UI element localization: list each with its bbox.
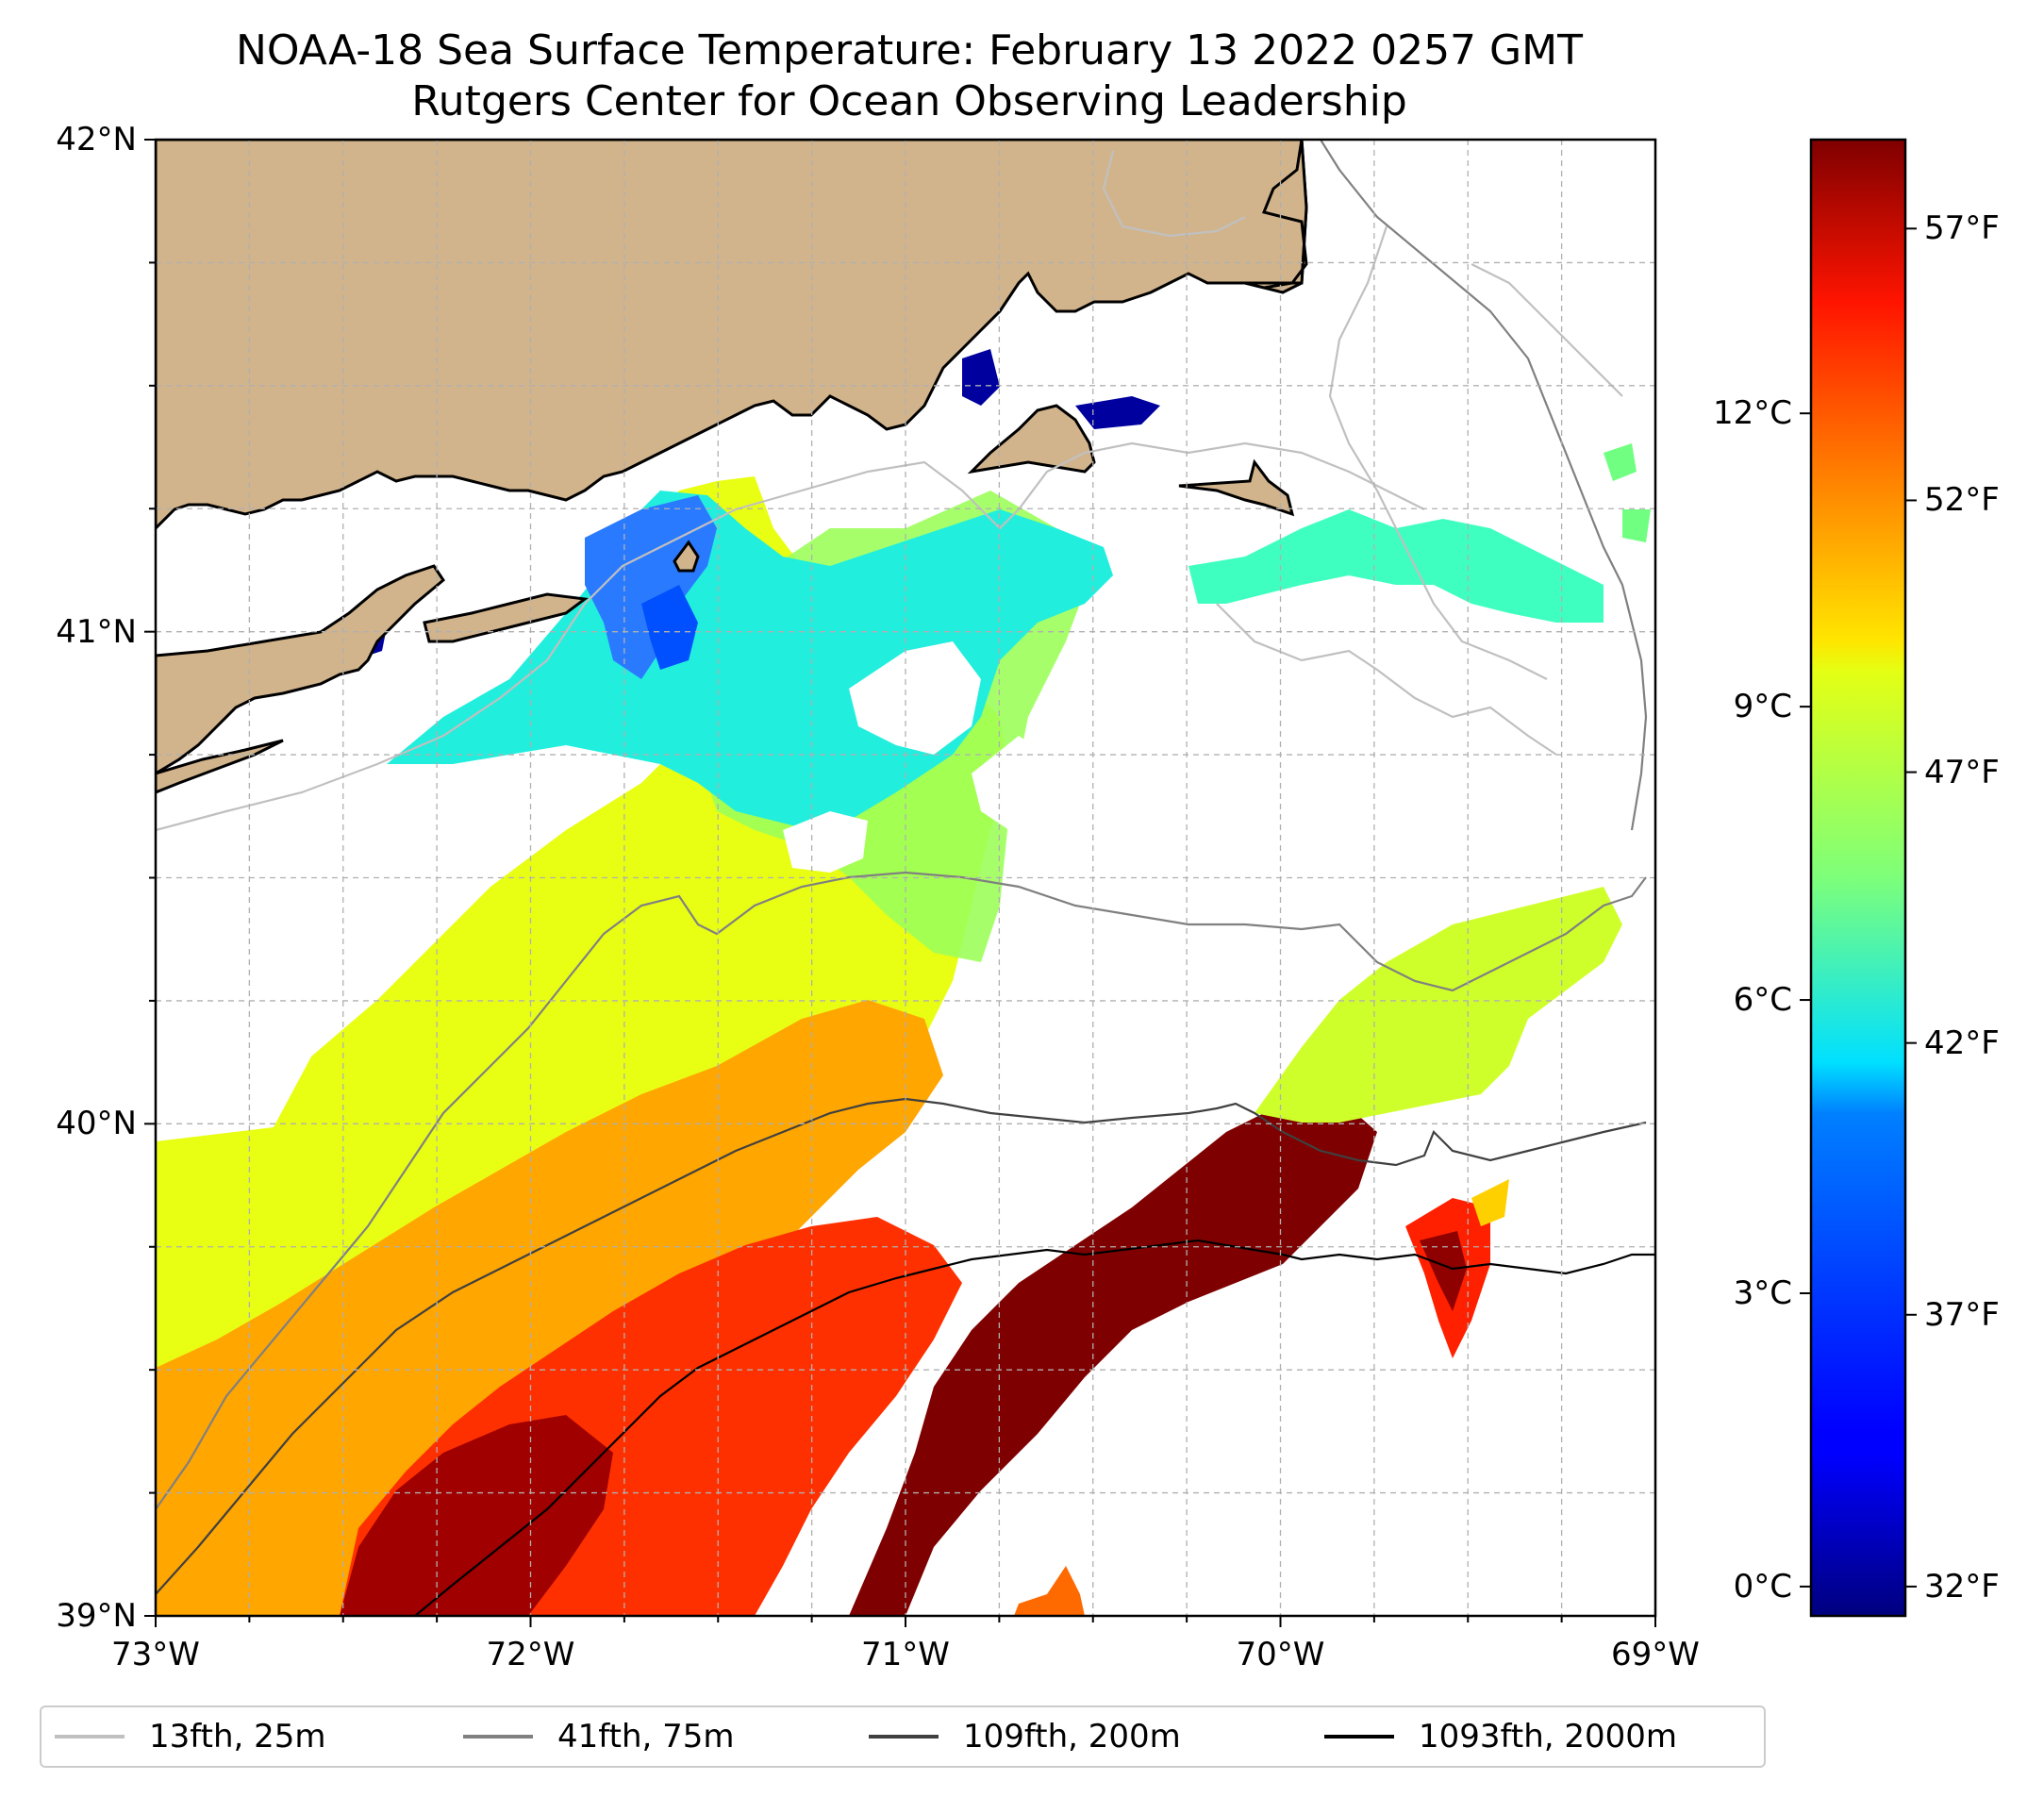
sst-nantucket-shoals [1188,509,1604,623]
sst-orange-band [156,1000,943,1616]
colorbar-fahrenheit-label: 57°F [1924,209,2000,248]
y-tick-label: 41°N [56,612,137,651]
land-nantucket [1178,458,1295,517]
colorbar-celsius-label: 0°C [1733,1567,1792,1606]
y-tick-label: 39°N [56,1597,137,1635]
legend-item-2000m: 1093fth, 2000m [1324,1707,1677,1766]
colorbar-fahrenheit-label: 47°F [1924,753,2000,791]
legend-label-200m: 109fth, 200m [963,1718,1181,1755]
sst-darkred-southwest [340,1415,613,1616]
sst-cold-vineyard-sound [1075,396,1160,429]
colorbar-celsius-label: 9°C [1733,688,1792,726]
map-title: NOAA-18 Sea Surface Temperature: Februar… [236,26,1583,75]
cloud-region-center [990,660,1424,1132]
contour-75m [156,140,1648,1510]
colorbar-ticks [1800,227,1917,1588]
colorbar [1809,138,1907,1618]
land-block-island [673,540,700,573]
gridlines [155,139,1656,1617]
legend-item-200m: 109fth, 200m [869,1707,1181,1766]
sst-east-band [1255,887,1622,1123]
map-subtitle: Rutgers Center for Ocean Observing Leade… [411,77,1407,125]
land-marthas-vineyard [967,404,1096,474]
legend-line-200m [869,1735,939,1739]
x-tick-label: 69°W [1611,1636,1700,1673]
sst-east-patch-yellow [1471,1179,1509,1226]
contour-200m [156,1097,1647,1595]
legend-item-25m: 13fth, 25m [55,1707,326,1766]
sst-cold-buzzards-bay [962,349,1000,406]
colorbar-fahrenheit-label: 52°F [1924,481,2000,520]
cloud-hole-3 [972,736,1047,830]
x-tick-label: 73°W [111,1636,200,1673]
legend-label-25m: 13fth, 25m [149,1718,326,1755]
colorbar-celsius-label: 12°C [1712,394,1792,433]
legend-label-2000m: 1093fth, 2000m [1419,1718,1678,1755]
contour-2000m [414,1239,1655,1616]
bathymetry-contours [156,140,1655,1616]
sst-patch-ne [1604,443,1637,481]
colorbar-fahrenheit-label: 42°F [1924,1023,2000,1062]
y-tick-label: 40°N [56,1105,137,1143]
sst-south-patch [1014,1566,1085,1616]
legend-line-75m [463,1735,533,1739]
sst-coldest-blue [641,585,698,670]
sst-east-patch-darkred [1420,1231,1467,1311]
colorbar-fahrenheit-label: 32°F [1924,1567,2000,1606]
x-tick-label: 72°W [486,1636,575,1673]
land-new-england [156,140,1308,531]
sst-cold-blue [585,495,717,679]
colorbar-celsius-label: 3°C [1733,1273,1792,1312]
land-long-island [156,564,445,775]
x-tick-label: 70°W [1236,1636,1325,1673]
legend-line-2000m [1324,1735,1394,1739]
sst-field [156,140,1651,1616]
cloud-hole-1 [849,641,981,755]
depth-legend: 13fth, 25m 41fth, 75m 109fth, 200m 1093f… [40,1705,1766,1768]
land-long-island-east [423,592,589,643]
x-tick-label: 71°W [861,1636,950,1673]
land [156,140,1308,794]
axis-ticks [144,139,1656,1627]
colorbar-celsius-label: 6°C [1733,981,1792,1020]
sst-gulfstream-darkred [849,1099,1377,1616]
legend-label-75m: 41fth, 75m [557,1718,735,1755]
colorbar-fahrenheit-label: 37°F [1924,1295,2000,1334]
legend-item-75m: 41fth, 75m [463,1707,735,1766]
legend-line-25m [55,1735,125,1739]
sst-patch-ne2 [1622,509,1651,542]
y-tick-label: 42°N [56,121,137,158]
cloud-hole-2 [783,811,868,873]
contour-25m [156,150,1623,832]
land-cape-cod [1244,140,1308,290]
